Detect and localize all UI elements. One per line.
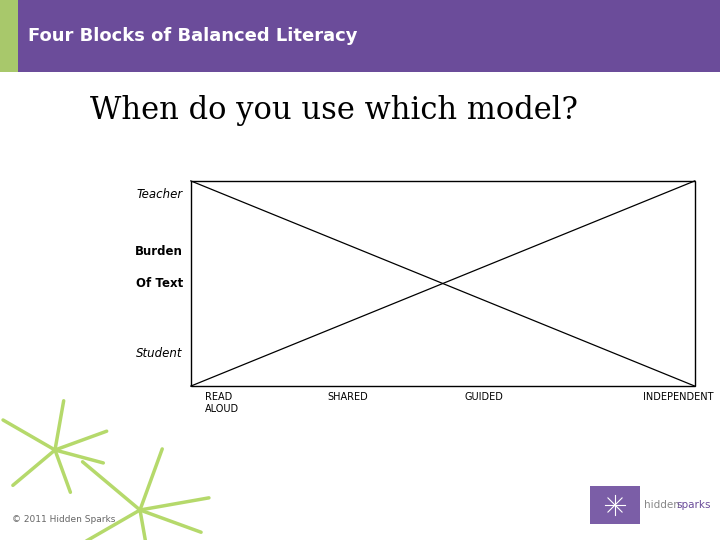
- Bar: [0, 0, 18, 72]
- Text: READ
ALOUD: READ ALOUD: [205, 392, 239, 414]
- Text: GUIDED: GUIDED: [464, 392, 503, 402]
- Text: hidden: hidden: [644, 500, 680, 510]
- Text: Teacher: Teacher: [137, 188, 183, 201]
- Text: Student: Student: [136, 347, 183, 360]
- Text: Burden: Burden: [135, 245, 183, 258]
- Bar: [0, 0, 720, 72]
- Bar: [590, 486, 640, 524]
- Text: INDEPENDENT: INDEPENDENT: [643, 392, 714, 402]
- Text: When do you use which model?: When do you use which model?: [90, 94, 578, 125]
- Text: Four Blocks of Balanced Literacy: Four Blocks of Balanced Literacy: [28, 27, 358, 45]
- Text: sparks: sparks: [676, 500, 711, 510]
- Text: © 2011 Hidden Sparks: © 2011 Hidden Sparks: [12, 515, 115, 524]
- Text: Of Text: Of Text: [135, 277, 183, 290]
- Text: SHARED: SHARED: [328, 392, 369, 402]
